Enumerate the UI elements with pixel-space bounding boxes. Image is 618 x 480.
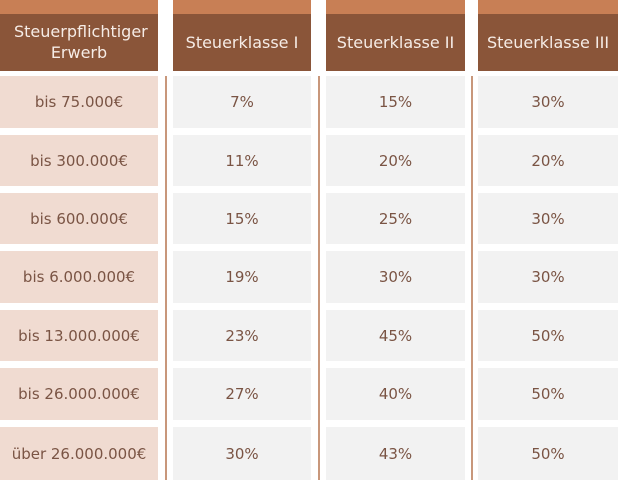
rate-cell: 27% — [173, 368, 311, 420]
header-steuerklasse-3: Steuerklasse III — [478, 0, 618, 71]
rate-cell: 30% — [173, 427, 311, 480]
header-taxable-acquisition: Steuerpflichtiger Erwerb — [0, 0, 158, 71]
header-steuerklasse-2: Steuerklasse II — [326, 0, 465, 71]
header-steuerklasse-1: Steuerklasse I — [173, 0, 311, 71]
bracket-cell: über 26.000.000€ — [0, 427, 158, 480]
column-divider — [318, 76, 320, 480]
bracket-cell: bis 600.000€ — [0, 193, 158, 244]
header-label: Steuerpflichtiger Erwerb — [14, 22, 148, 62]
rate-cell: 15% — [326, 76, 465, 128]
bracket-cell: bis 300.000€ — [0, 135, 158, 186]
rate-cell: 30% — [478, 76, 618, 128]
rate-cell: 30% — [478, 193, 618, 244]
rate-cell: 20% — [478, 135, 618, 186]
rate-cell: 45% — [326, 310, 465, 361]
rate-cell: 20% — [326, 135, 465, 186]
rate-cell: 40% — [326, 368, 465, 420]
rate-cell: 50% — [478, 310, 618, 361]
header-label: Steuerklasse I — [185, 32, 299, 52]
rate-cell: 7% — [173, 76, 311, 128]
rate-cell: 15% — [173, 193, 311, 244]
rate-cell: 19% — [173, 251, 311, 303]
rate-cell: 23% — [173, 310, 311, 361]
bracket-cell: bis 75.000€ — [0, 76, 158, 128]
bracket-cell: bis 13.000.000€ — [0, 310, 158, 361]
column-divider — [471, 76, 473, 480]
rate-cell: 50% — [478, 427, 618, 480]
rate-cell: 30% — [478, 251, 618, 303]
header-label: Steuerklasse II — [336, 32, 455, 52]
rate-cell: 30% — [326, 251, 465, 303]
rate-cell: 43% — [326, 427, 465, 480]
rate-cell: 25% — [326, 193, 465, 244]
bracket-cell: bis 26.000.000€ — [0, 368, 158, 420]
rate-cell: 50% — [478, 368, 618, 420]
bracket-cell: bis 6.000.000€ — [0, 251, 158, 303]
header-label: Steuerklasse III — [486, 32, 610, 52]
rate-cell: 11% — [173, 135, 311, 186]
column-divider — [165, 76, 167, 480]
